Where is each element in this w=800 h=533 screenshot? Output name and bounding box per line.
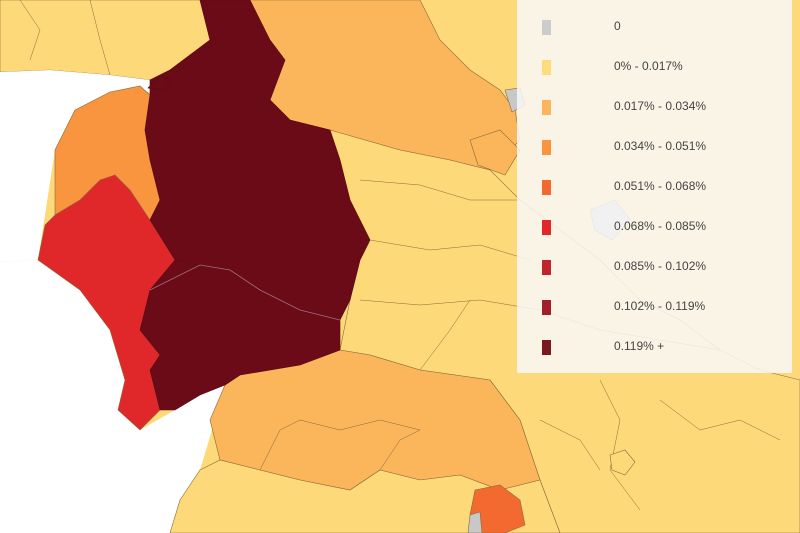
legend-item[interactable]: 0 (517, 18, 792, 38)
legend-swatch (542, 340, 551, 355)
sea-area-south (0, 260, 225, 533)
legend-item[interactable]: 0.051% - 0.068% (517, 178, 792, 198)
legend-item[interactable]: 0.119% + (517, 338, 792, 358)
legend-label: 0% - 0.017% (614, 59, 683, 73)
legend-label: 0.051% - 0.068% (614, 179, 707, 193)
legend-label: 0.119% + (614, 339, 665, 353)
legend-label: 0.102% - 0.119% (614, 299, 706, 313)
region-east-yellow-circle[interactable] (609, 449, 636, 476)
legend-swatch (542, 60, 551, 75)
region-manchester-grey[interactable] (467, 511, 483, 533)
region-solway-point[interactable] (147, 75, 173, 91)
legend-swatch (542, 100, 551, 115)
sea-area (0, 70, 150, 262)
legend-swatch (542, 20, 551, 35)
legend-panel: 0 0% - 0.017% 0.017% - 0.034% 0.034% - 0… (517, 0, 792, 373)
legend-swatch (542, 180, 551, 195)
legend-label: 0.034% - 0.051% (614, 139, 707, 153)
legend-swatch (542, 260, 551, 275)
legend-label: 0.085% - 0.102% (614, 259, 707, 273)
legend-swatch (542, 140, 551, 155)
region-lancashire-coast[interactable] (169, 459, 561, 533)
region-durham-orange[interactable] (469, 129, 521, 176)
legend-swatch (542, 220, 551, 235)
legend-item[interactable]: 0.102% - 0.119% (517, 298, 792, 318)
legend-label: 0 (614, 19, 621, 33)
legend-label: 0.017% - 0.034% (614, 99, 707, 113)
legend-label: 0.068% - 0.085% (614, 219, 707, 233)
legend-swatch (542, 300, 551, 315)
legend-item[interactable]: 0.034% - 0.051% (517, 138, 792, 158)
legend-item[interactable]: 0.068% - 0.085% (517, 218, 792, 238)
legend-item[interactable]: 0.085% - 0.102% (517, 258, 792, 278)
legend-item[interactable]: 0% - 0.017% (517, 58, 792, 78)
cumbria-internal-boundary (149, 264, 341, 321)
region-north-cumbria[interactable] (144, 0, 371, 321)
legend-item[interactable]: 0.017% - 0.034% (517, 98, 792, 118)
